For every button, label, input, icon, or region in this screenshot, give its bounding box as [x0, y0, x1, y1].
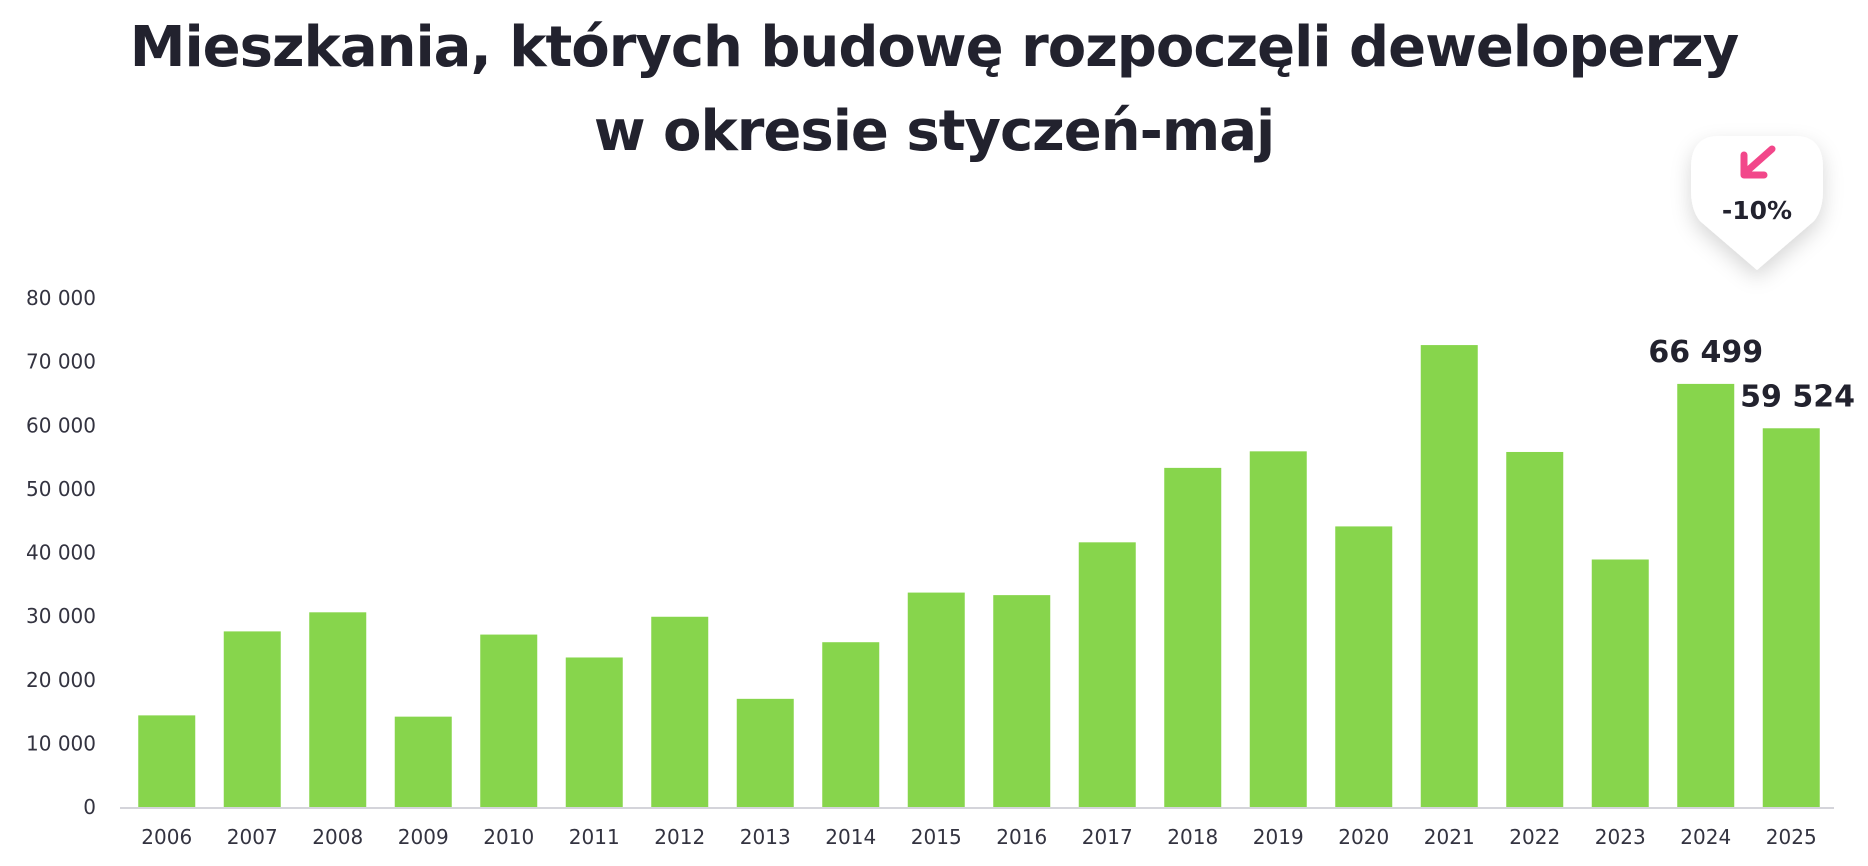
- data-labels: 66 499 59 524: [1648, 335, 1855, 414]
- change-badge: -10%: [1691, 136, 1823, 270]
- y-tick-label: 70 000: [26, 350, 96, 374]
- change-badge-shape: [1691, 136, 1823, 270]
- y-tick-label: 10 000: [26, 731, 96, 755]
- bar-2008: [309, 612, 367, 807]
- chart-title: Mieszkania, których budowę rozpoczęli de…: [0, 6, 1868, 174]
- x-tick-label: 2020: [1338, 825, 1389, 849]
- x-tick-label: 2006: [141, 825, 192, 849]
- x-tick-label: 2022: [1509, 825, 1560, 849]
- x-tick-label: 2011: [569, 825, 620, 849]
- bar-2012: [651, 616, 709, 807]
- x-tick-label: 2008: [312, 825, 363, 849]
- bar-2014: [822, 642, 880, 807]
- x-tick-label: 2013: [740, 825, 791, 849]
- x-tick-label: 2024: [1680, 825, 1731, 849]
- x-tick-label: 2009: [398, 825, 449, 849]
- bar-2022: [1506, 451, 1564, 807]
- bar-2013: [736, 698, 794, 807]
- x-tick-label: 2019: [1253, 825, 1304, 849]
- bar-2020: [1335, 526, 1393, 807]
- bar-2018: [1164, 467, 1222, 807]
- y-tick-label: 60 000: [26, 413, 96, 437]
- x-tick-label: 2010: [483, 825, 534, 849]
- bar-2010: [480, 634, 538, 807]
- bar-2006: [138, 715, 196, 807]
- y-tick-label: 80 000: [26, 286, 96, 310]
- x-tick-label: 2007: [227, 825, 278, 849]
- bar-2019: [1249, 451, 1307, 807]
- data-label-2025: 59 524: [1740, 379, 1855, 414]
- x-tick-label: 2018: [1167, 825, 1218, 849]
- bar-2016: [993, 595, 1051, 807]
- y-tick-label: 50 000: [26, 477, 96, 501]
- x-tick-label: 2023: [1595, 825, 1646, 849]
- y-tick-label: 30 000: [26, 604, 96, 628]
- bar-2021: [1420, 345, 1478, 807]
- x-tick-label: 2015: [911, 825, 962, 849]
- y-tick-label: 0: [83, 795, 96, 819]
- data-label-2024: 66 499: [1648, 335, 1763, 370]
- arrow-head-icon: [1740, 151, 1768, 179]
- arrow-down-left-icon: [1742, 145, 1776, 176]
- bars: [138, 345, 1820, 807]
- x-tick-label: 2025: [1766, 825, 1817, 849]
- bar-2024: [1677, 383, 1735, 807]
- x-tick-label: 2012: [654, 825, 705, 849]
- x-tick-label: 2014: [825, 825, 876, 849]
- bar-2025: [1762, 428, 1820, 807]
- x-tick-label: 2021: [1424, 825, 1475, 849]
- x-tick-label: 2016: [996, 825, 1047, 849]
- bar-2011: [565, 657, 623, 807]
- bar-2015: [907, 592, 965, 807]
- y-tick-label: 20 000: [26, 668, 96, 692]
- change-percentage: -10%: [1722, 196, 1792, 225]
- chart-title-line-1: Mieszkania, których budowę rozpoczęli de…: [129, 15, 1740, 80]
- chart-title-line-2: w okresie styczeń-maj: [593, 99, 1275, 164]
- bar-2009: [394, 716, 452, 807]
- y-tick-label: 40 000: [26, 541, 96, 565]
- x-axis: 2006 2007 2008 2009 2010 2011 2012 2013 2014 2015…: [120, 807, 1834, 849]
- x-tick-label: 2017: [1082, 825, 1133, 849]
- y-axis: 0 10 000 20 000 30 000 40 000 50 000 60 000 70 …: [26, 286, 96, 819]
- bar-2023: [1591, 559, 1649, 807]
- bar-2007: [223, 631, 281, 807]
- bar-2017: [1078, 542, 1136, 807]
